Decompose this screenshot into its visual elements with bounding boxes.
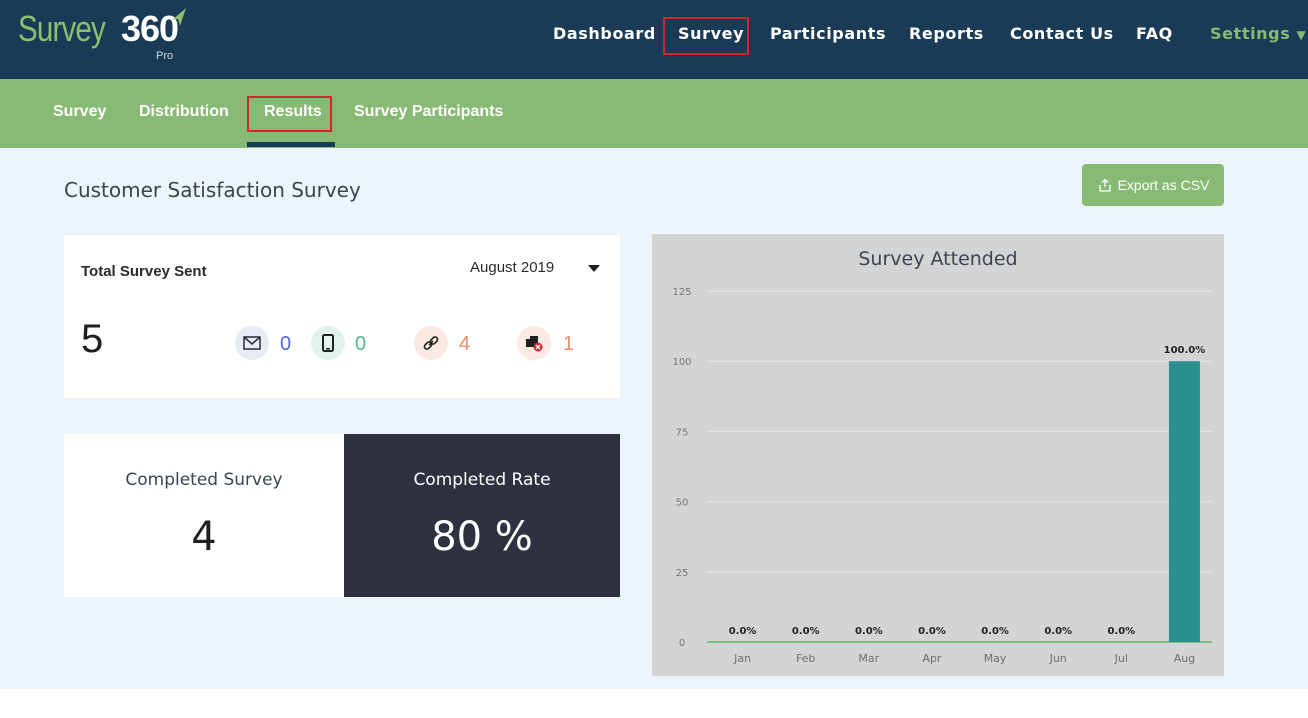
bar-aug — [1168, 361, 1200, 642]
subnav-survey[interactable]: Survey — [53, 103, 107, 120]
nav-survey[interactable]: Survey — [678, 24, 745, 43]
data-label: 0.0% — [1044, 626, 1072, 637]
logo-number: 360 — [121, 8, 179, 49]
x-tick-label: Jan — [733, 652, 751, 665]
chart-title: Survey Attended — [858, 248, 1017, 270]
data-label: 100.0% — [1164, 345, 1206, 356]
x-tick-label: Jul — [1114, 652, 1128, 665]
data-label: 0.0% — [981, 626, 1009, 637]
y-tick-label: 50 — [676, 498, 689, 509]
mobile-icon — [311, 326, 345, 360]
data-label: 0.0% — [792, 626, 820, 637]
total-sent-label: Total Survey Sent — [81, 263, 207, 280]
logo[interactable]: Survey 360 Pro — [18, 8, 188, 68]
total-sent-value: 5 — [81, 317, 104, 361]
email-icon — [235, 326, 269, 360]
completed-survey-card: Completed Survey 4 — [64, 434, 344, 597]
nav-participants[interactable]: Participants — [770, 24, 887, 43]
x-tick-label: Apr — [922, 652, 942, 665]
subnav-results-highlight — [247, 96, 332, 132]
nav-settings-label: Settings — [1210, 24, 1291, 43]
logo-edition: Pro — [156, 50, 174, 62]
data-label: 0.0% — [918, 626, 946, 637]
data-label: 0.0% — [855, 626, 883, 637]
nav-dashboard[interactable]: Dashboard — [553, 24, 656, 43]
completed-survey-label: Completed Survey — [125, 470, 283, 490]
total-sent-card: Total Survey Sent August 2019 5 0 0 4 1 — [64, 235, 620, 398]
y-tick-label: 125 — [672, 287, 691, 298]
month-select[interactable]: August 2019 — [470, 259, 555, 276]
caret-down-icon: ▼ — [1296, 28, 1307, 42]
nav-reports[interactable]: Reports — [909, 24, 984, 43]
blocked-count: 1 — [563, 333, 575, 355]
completed-survey-value: 4 — [191, 514, 217, 560]
logo-check-icon — [172, 8, 186, 26]
y-tick-label: 100 — [672, 357, 691, 368]
export-csv-button[interactable]: Export as CSV — [1082, 164, 1224, 206]
x-tick-label: Mar — [858, 652, 879, 665]
export-icon — [1098, 178, 1111, 192]
completed-rate-card: Completed Rate 80 % — [344, 434, 620, 597]
y-tick-label: 25 — [676, 568, 689, 579]
sub-nav — [0, 79, 1308, 148]
nav-faq[interactable]: FAQ — [1136, 24, 1173, 43]
logo-wordmark: Survey — [18, 8, 124, 50]
x-tick-label: Feb — [796, 652, 815, 665]
link-icon — [414, 326, 448, 360]
email-count: 0 — [280, 333, 292, 355]
subnav-results[interactable]: Results — [264, 103, 322, 120]
export-csv-label: Export as CSV — [1117, 177, 1210, 193]
nav-contact-us[interactable]: Contact Us — [1010, 24, 1114, 43]
y-tick-label: 0 — [679, 638, 685, 649]
nav-settings[interactable]: Settings ▼ — [1210, 24, 1306, 43]
active-tab-indicator — [247, 142, 335, 147]
month-dropdown-caret-icon[interactable] — [588, 265, 600, 272]
subnav-survey-participants[interactable]: Survey Participants — [354, 103, 504, 120]
subnav-distribution[interactable]: Distribution — [139, 103, 229, 120]
logo-word: Survey — [18, 8, 106, 49]
x-tick-label: May — [984, 652, 1007, 665]
chart-svg: Survey Attended 0 25 50 75 100 125 0.0% Jan 0.0%… — [672, 248, 1212, 665]
blocked-icon — [517, 326, 551, 360]
top-bar — [0, 0, 1308, 79]
y-tick-label: 75 — [676, 427, 689, 438]
nav-survey-highlight — [663, 17, 749, 55]
survey-attended-chart: Survey Attended 0 25 50 75 100 125 0.0% Jan 0.0%… — [652, 234, 1224, 676]
x-tick-label: Aug — [1174, 652, 1195, 665]
mobile-count: 0 — [355, 333, 367, 355]
data-label: 0.0% — [1107, 626, 1135, 637]
page-title: Customer Satisfaction Survey — [64, 178, 361, 202]
x-tick-label: Jun — [1049, 652, 1067, 665]
completed-rate-value: 80 % — [431, 514, 533, 560]
link-count: 4 — [459, 333, 471, 355]
data-label: 0.0% — [729, 626, 757, 637]
completed-rate-label: Completed Rate — [413, 470, 551, 490]
